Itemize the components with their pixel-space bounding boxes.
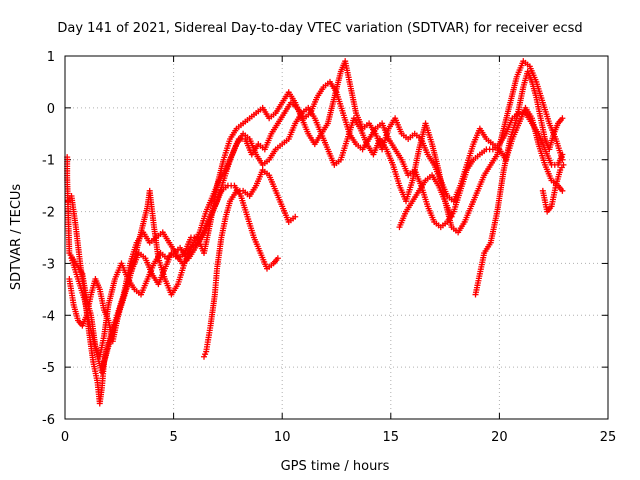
y-tick-label: 1 [47, 50, 55, 65]
data-point [560, 161, 567, 168]
series-trace-4 [68, 182, 281, 376]
data-point [559, 156, 566, 163]
series-trace-7 [472, 68, 566, 298]
series-trace-6 [396, 172, 455, 231]
x-axis-label: GPS time / hours [281, 459, 390, 474]
y-tick-label: -5 [42, 361, 55, 376]
plot-frame [64, 55, 609, 420]
series-trace-5 [201, 167, 299, 360]
y-tick-label: -4 [42, 309, 55, 324]
chart-title: Day 141 of 2021, Sidereal Day-to-day VTE… [57, 21, 582, 36]
x-tick-label: 0 [61, 430, 69, 445]
y-tick-label: -1 [42, 154, 55, 169]
y-tick-label: -3 [42, 257, 55, 272]
data-point [292, 213, 299, 220]
x-tick-label: 25 [600, 430, 617, 445]
axis-ticks: 0 5 10 15 20 25 -6 -5 -4 -3 -2 -1 0 1 [42, 50, 616, 445]
data-point [448, 213, 455, 220]
data-point [559, 187, 566, 194]
x-tick-label: 15 [383, 430, 400, 445]
data-points [64, 58, 567, 407]
series-trace-3 [66, 58, 566, 345]
data-point [274, 255, 281, 262]
y-tick-label: 0 [47, 102, 55, 117]
x-tick-label: 5 [169, 430, 177, 445]
y-tick-label: -2 [42, 206, 55, 221]
series-trace-8 [539, 161, 567, 215]
x-tick-label: 20 [491, 430, 508, 445]
y-axis-label: SDTVAR / TECUs [9, 184, 24, 291]
data-point [559, 115, 566, 122]
y-tick-label: -6 [42, 413, 55, 428]
x-tick-label: 10 [274, 430, 291, 445]
